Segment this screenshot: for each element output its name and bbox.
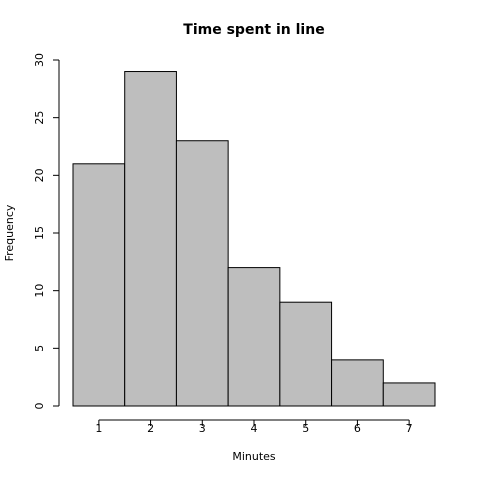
bar (382, 382, 436, 407)
y-tick-label: 0 (33, 403, 46, 410)
x-tick-label: 3 (199, 422, 206, 435)
bar (331, 359, 384, 407)
x-axis-label: Minutes (232, 450, 276, 463)
y-tick-label: 10 (33, 284, 46, 298)
x-tick-label: 6 (354, 422, 361, 435)
x-tick-label: 5 (302, 422, 309, 435)
bar (124, 71, 177, 407)
bar (279, 301, 333, 407)
y-tick-label: 20 (33, 168, 46, 182)
y-axis-label: Frequency (3, 204, 16, 261)
bar (72, 163, 126, 407)
y-tick-label: 15 (33, 226, 46, 240)
y-tick-label: 30 (33, 53, 46, 67)
x-tick-label: 1 (95, 422, 102, 435)
bar (227, 267, 281, 407)
x-tick-label: 2 (147, 422, 154, 435)
bar (175, 140, 229, 407)
x-tick-label: 7 (406, 422, 413, 435)
y-tick-label: 25 (33, 111, 46, 125)
chart-title: Time spent in line (183, 22, 324, 38)
x-tick-label: 4 (251, 422, 258, 435)
y-tick-label: 5 (33, 345, 46, 352)
